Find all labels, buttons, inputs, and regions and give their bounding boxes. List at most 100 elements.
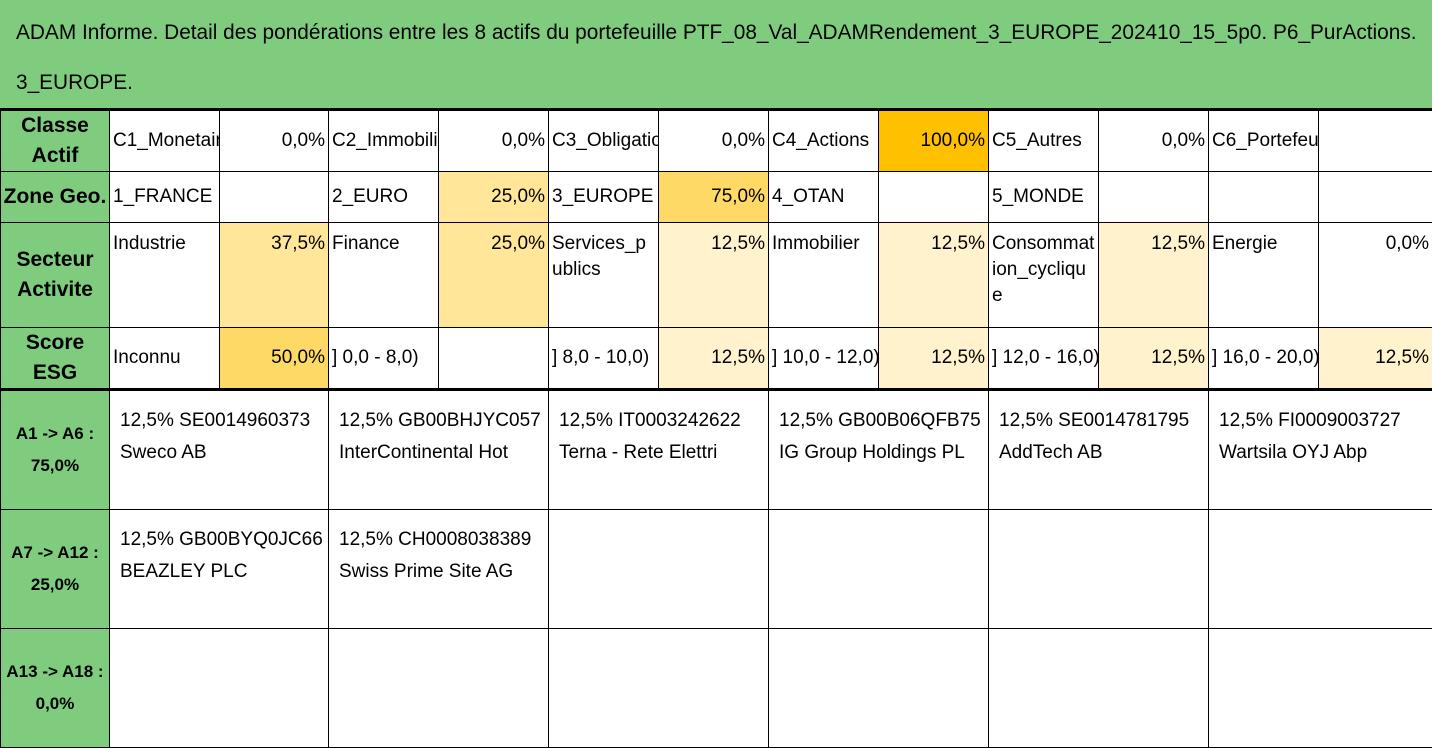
- zone-value-1: [220, 172, 329, 223]
- classe-value-5: 0,0%: [1099, 110, 1209, 172]
- zone-name-3: 3_EUROPE: [549, 172, 659, 223]
- asset-group-label-2: A7 -> A12 : 25,0%: [1, 510, 110, 629]
- zone-name-6: [1209, 172, 1319, 223]
- asset-group-total: 25,0%: [4, 569, 106, 601]
- asset-isin: 12,5% IT0003242622: [559, 405, 758, 437]
- classe-value-4: 100,0%: [879, 110, 989, 172]
- secteur-value-4: 12,5%: [879, 223, 989, 328]
- zone-value-2: 25,0%: [439, 172, 549, 223]
- secteur-name-2: Finance: [329, 223, 439, 328]
- esg-value-4: 12,5%: [879, 328, 989, 390]
- asset-cell: [769, 510, 989, 629]
- secteur-name-3: Services_publics: [549, 223, 659, 328]
- esg-value-1: 50,0%: [220, 328, 329, 390]
- secteur-value-5: 12,5%: [1099, 223, 1209, 328]
- asset-name: Swiss Prime Site AG: [339, 556, 538, 588]
- asset-cell: [1209, 629, 1432, 748]
- esg-name-6: ] 16,0 - 20,0): [1209, 328, 1319, 390]
- secteur-row: Secteur Activite Industrie 37,5% Finance…: [1, 223, 1432, 328]
- classe-value-3: 0,0%: [659, 110, 769, 172]
- esg-name-4: ] 10,0 - 12,0): [769, 328, 879, 390]
- asset-isin: 12,5% CH0008038389: [339, 524, 538, 556]
- asset-group-total: 75,0%: [4, 450, 106, 482]
- zone-name-2: 2_EURO: [329, 172, 439, 223]
- asset-cell: [549, 510, 769, 629]
- asset-group-total: 0,0%: [4, 688, 106, 720]
- report-title: ADAM Informe. Detail des pondérations en…: [0, 0, 1432, 109]
- asset-cell: [1209, 510, 1432, 629]
- asset-name: Terna - Rete Elettri: [559, 437, 758, 469]
- classe-name-6: C6_Portefeuill: [1209, 110, 1319, 172]
- asset-group-range: A7 -> A12 :: [4, 537, 106, 569]
- classe-label: Classe Actif: [1, 110, 110, 172]
- secteur-value-3: 12,5%: [659, 223, 769, 328]
- asset-row-3: A13 -> A18 : 0,0%: [1, 629, 1432, 748]
- secteur-value-6: 0,0%: [1319, 223, 1432, 328]
- secteur-name-1: Industrie: [110, 223, 220, 328]
- classe-name-3: C3_Obligations: [549, 110, 659, 172]
- esg-value-5: 12,5%: [1099, 328, 1209, 390]
- weights-table: Classe Actif C1_Monetaire 0,0% C2_Immobi…: [0, 108, 1432, 748]
- secteur-value-2: 25,0%: [439, 223, 549, 328]
- secteur-name-4: Immobilier: [769, 223, 879, 328]
- classe-row: Classe Actif C1_Monetaire 0,0% C2_Immobi…: [1, 110, 1432, 172]
- asset-isin: 12,5% GB00B06QFB75: [779, 405, 978, 437]
- zone-value-4: [879, 172, 989, 223]
- zone-name-5: 5_MONDE: [989, 172, 1099, 223]
- classe-value-6: [1319, 110, 1432, 172]
- classe-value-1: 0,0%: [220, 110, 329, 172]
- classe-name-4: C4_Actions: [769, 110, 879, 172]
- zone-row: Zone Geo. 1_FRANCE 2_EURO 25,0% 3_EUROPE…: [1, 172, 1432, 223]
- secteur-value-1: 37,5%: [220, 223, 329, 328]
- zone-name-4: 4_OTAN: [769, 172, 879, 223]
- classe-name-1: C1_Monetaire: [110, 110, 220, 172]
- asset-cell: [769, 629, 989, 748]
- asset-isin: 12,5% FI0009003727: [1219, 405, 1422, 437]
- zone-value-6: [1319, 172, 1432, 223]
- secteur-label: Secteur Activite: [1, 223, 110, 328]
- asset-cell: [329, 629, 549, 748]
- classe-name-2: C2_Immobilier: [329, 110, 439, 172]
- zone-label: Zone Geo.: [1, 172, 110, 223]
- esg-name-2: ] 0,0 - 8,0): [329, 328, 439, 390]
- classe-value-2: 0,0%: [439, 110, 549, 172]
- asset-cell: [989, 510, 1209, 629]
- esg-value-3: 12,5%: [659, 328, 769, 390]
- asset-isin: 12,5% SE0014781795: [999, 405, 1198, 437]
- report-title-line2: 3_EUROPE.: [16, 58, 1418, 108]
- asset-isin: 12,5% GB00BHJYC057: [339, 405, 538, 437]
- secteur-name-5: Consommation_cyclique: [989, 223, 1099, 328]
- secteur-name-6: Energie: [1209, 223, 1319, 328]
- asset-name: IG Group Holdings PL: [779, 437, 978, 469]
- asset-group-range: A13 -> A18 :: [4, 656, 106, 688]
- report-page: ADAM Informe. Detail des pondérations en…: [0, 0, 1432, 719]
- report-title-line1: ADAM Informe. Detail des pondérations en…: [16, 8, 1418, 58]
- esg-label: Score ESG: [1, 328, 110, 390]
- asset-cell: [110, 629, 329, 748]
- esg-name-1: Inconnu: [110, 328, 220, 390]
- zone-value-3: 75,0%: [659, 172, 769, 223]
- asset-group-range: A1 -> A6 :: [4, 418, 106, 450]
- asset-name: Sweco AB: [120, 437, 318, 469]
- asset-name: Wartsila OYJ Abp: [1219, 437, 1422, 469]
- classe-name-5: C5_Autres: [989, 110, 1099, 172]
- asset-isin: 12,5% SE0014960373: [120, 405, 318, 437]
- asset-cell: [549, 629, 769, 748]
- esg-value-2: [439, 328, 549, 390]
- zone-name-1: 1_FRANCE: [110, 172, 220, 223]
- esg-row: Score ESG Inconnu 50,0% ] 0,0 - 8,0) ] 8…: [1, 328, 1432, 390]
- esg-value-6: 12,5%: [1319, 328, 1432, 390]
- asset-group-label-3: A13 -> A18 : 0,0%: [1, 629, 110, 748]
- asset-cell: [989, 629, 1209, 748]
- asset-name: BEAZLEY PLC: [120, 556, 318, 588]
